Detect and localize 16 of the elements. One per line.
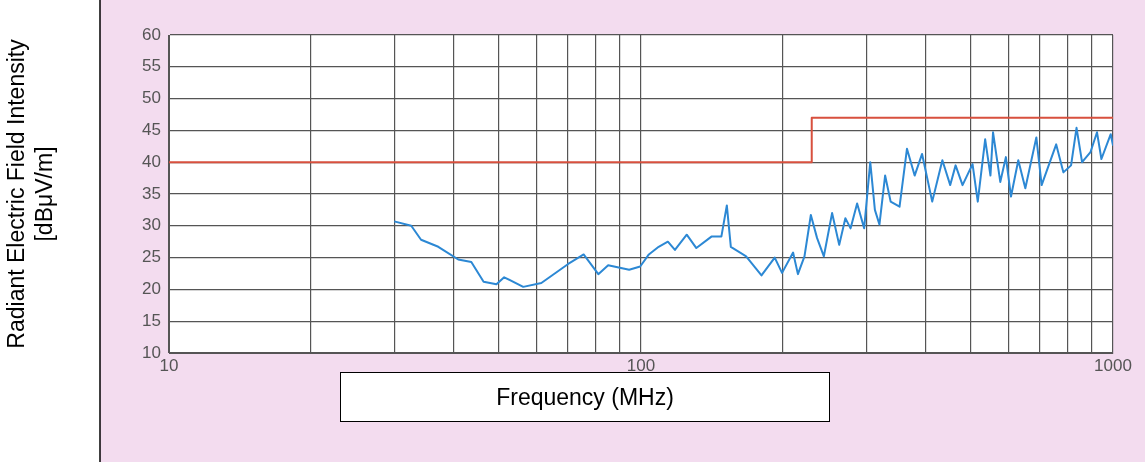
y-tick-label: 55: [142, 56, 161, 76]
y-axis-title: Radiant Electric Field Intensity [dBμV/m]: [3, 38, 57, 349]
y-tick-label: 50: [142, 88, 161, 108]
y-tick-label: 30: [142, 215, 161, 235]
y-tick-label: 60: [142, 24, 161, 44]
x-tick-label: 100: [626, 355, 656, 375]
y-tick-label: 20: [142, 279, 161, 299]
y-tick-label: 35: [142, 183, 161, 203]
y-tick-label: 10: [142, 342, 161, 362]
y-tick-label: 40: [142, 151, 161, 171]
x-tick-label: 10: [159, 355, 179, 375]
y-tick-label: 15: [142, 310, 161, 330]
y-tick-label: 25: [142, 247, 161, 267]
x-tick-label: 1000: [1094, 355, 1132, 375]
y-tick-label: 45: [142, 120, 161, 140]
x-axis-title: Frequency (MHz): [496, 383, 674, 410]
